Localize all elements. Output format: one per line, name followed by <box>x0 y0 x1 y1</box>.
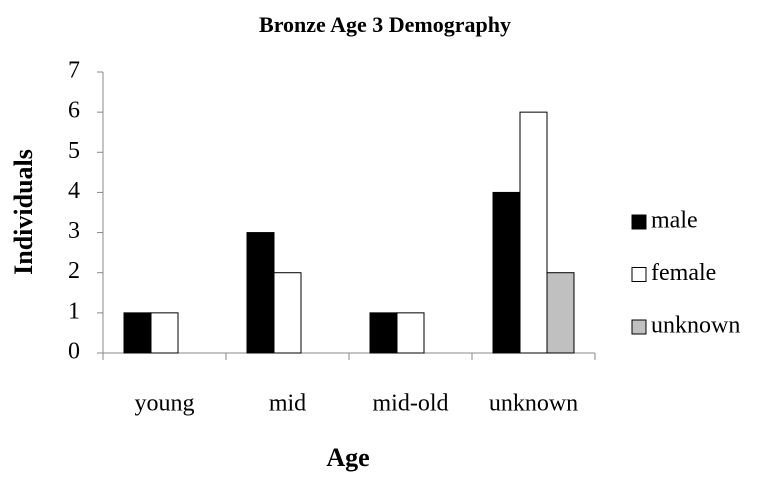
y-tick-label: 5 <box>68 138 80 164</box>
x-tick-label: unknown <box>489 391 578 417</box>
y-tick-label: 1 <box>68 298 80 324</box>
legend-label: male <box>651 208 698 234</box>
bar <box>492 191 521 354</box>
y-tick-label: 2 <box>68 258 80 284</box>
bar <box>396 312 425 354</box>
legend-label: unknown <box>651 313 740 339</box>
bar <box>273 272 302 354</box>
bar <box>519 111 548 354</box>
bar <box>546 272 575 354</box>
bar <box>123 312 152 354</box>
bar <box>150 312 179 354</box>
y-tick-label: 0 <box>68 339 80 365</box>
legend-label: female <box>651 260 716 286</box>
bar <box>246 232 275 354</box>
bar <box>369 312 398 354</box>
y-tick-label: 7 <box>68 58 80 84</box>
y-axis-title: Individuals <box>9 149 38 275</box>
y-tick-label: 3 <box>68 218 80 244</box>
x-tick-label: mid-old <box>373 391 449 417</box>
y-tick-label: 4 <box>68 178 80 204</box>
x-axis-title: Age <box>326 443 369 472</box>
legend-swatch <box>631 319 647 335</box>
legend-swatch <box>631 267 647 282</box>
chart-title: Bronze Age 3 Demography <box>259 12 511 37</box>
x-tick-label: young <box>135 391 195 417</box>
y-tick-label: 6 <box>68 98 80 124</box>
legend-swatch <box>631 214 647 230</box>
x-tick-label: mid <box>269 391 306 417</box>
